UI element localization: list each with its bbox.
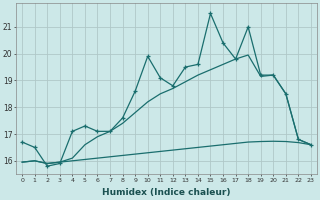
- X-axis label: Humidex (Indice chaleur): Humidex (Indice chaleur): [102, 188, 231, 197]
